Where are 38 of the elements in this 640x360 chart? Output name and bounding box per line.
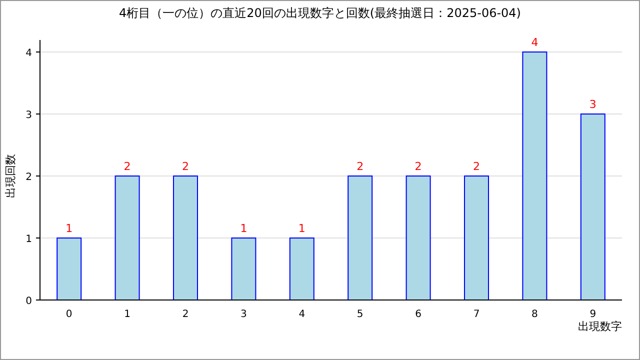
y-tick-label: 1 xyxy=(26,234,32,245)
bar xyxy=(289,238,314,300)
bar xyxy=(406,176,431,300)
x-tick-label: 0 xyxy=(66,309,72,320)
y-tick-label: 3 xyxy=(26,110,32,121)
chart-title: 4桁目（一の位）の直近20回の出現数字と回数(最終抽選日：2025-06-04) xyxy=(118,6,522,20)
x-tick-label: 1 xyxy=(124,309,130,320)
bar xyxy=(580,114,606,300)
data-label: 1 xyxy=(298,222,306,235)
x-tick-label: 8 xyxy=(532,309,538,320)
data-label: 3 xyxy=(589,98,596,111)
bar xyxy=(114,176,140,300)
y-tick-label: 4 xyxy=(26,48,32,59)
bar xyxy=(173,176,198,300)
bar xyxy=(464,176,489,300)
data-label: 4 xyxy=(531,36,538,49)
data-label: 1 xyxy=(240,222,248,235)
x-tick-label: 2 xyxy=(182,309,189,320)
bar xyxy=(348,176,373,300)
y-tick-label: 2 xyxy=(26,172,32,183)
data-label: 2 xyxy=(356,160,364,173)
x-tick-label: 3 xyxy=(240,309,247,320)
data-label: 2 xyxy=(182,160,189,173)
x-tick-label: 5 xyxy=(356,309,364,320)
bar xyxy=(522,52,548,300)
x-tick-label: 7 xyxy=(473,309,480,320)
y-axis-title: 出現回数 xyxy=(4,154,17,198)
x-axis-title: 出現数字 xyxy=(578,320,622,333)
data-label: 2 xyxy=(414,160,422,173)
bar xyxy=(231,238,256,300)
data-label: 2 xyxy=(124,160,131,173)
data-label: 2 xyxy=(473,160,480,173)
bar xyxy=(56,238,82,300)
x-tick-label: 6 xyxy=(415,309,422,320)
y-tick-label: 0 xyxy=(26,296,32,307)
x-tick-label: 4 xyxy=(298,309,306,320)
x-tick-label: 9 xyxy=(590,309,596,320)
data-label: 1 xyxy=(66,222,73,235)
